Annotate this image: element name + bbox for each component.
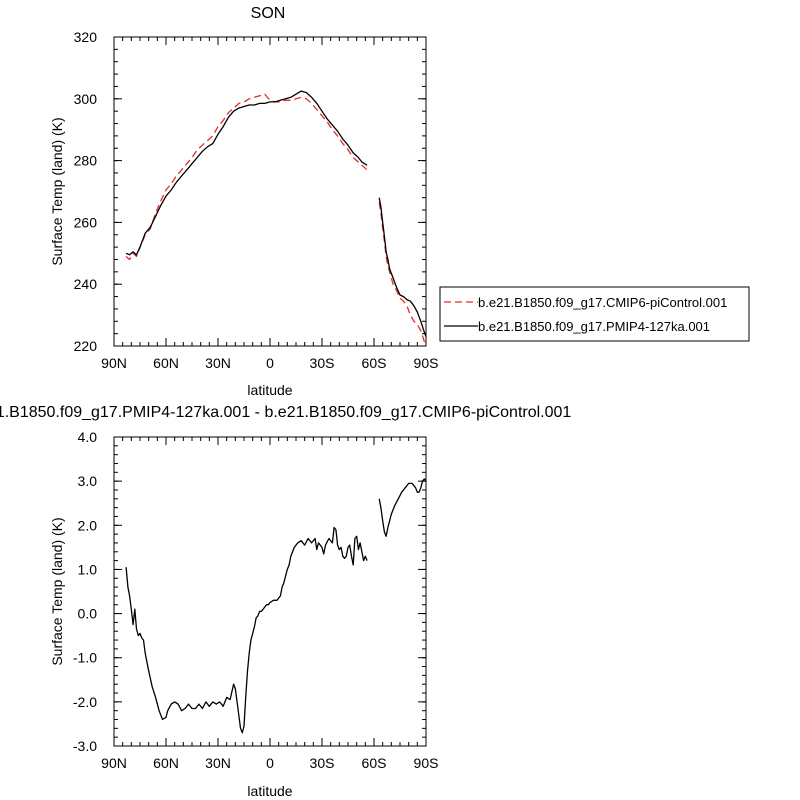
chart-title: SON xyxy=(251,5,286,22)
legend: b.e21.B1850.f09_g17.CMIP6-piControl.001b… xyxy=(439,286,750,342)
y-tick-label: 0.0 xyxy=(78,606,98,622)
x-tick-label: 30N xyxy=(205,755,231,771)
x-tick-label: 60N xyxy=(153,355,179,371)
series-line-1 xyxy=(125,90,368,256)
legend-label-0: b.e21.B1850.f09_g17.CMIP6-piControl.001 xyxy=(478,295,727,310)
x-tick-label: 0 xyxy=(266,355,274,371)
x-tick-label: 30N xyxy=(205,355,231,371)
chart-title: b.e21.B1850.f09_g17.PMIP4-127ka.001 - b.… xyxy=(0,404,571,421)
plot-frame xyxy=(113,436,427,747)
legend-box xyxy=(439,286,750,342)
y-tick-label: 260 xyxy=(74,214,98,230)
y-tick-label: 3.0 xyxy=(78,473,98,489)
y-tick-label: 300 xyxy=(74,91,98,107)
x-tick-label: 30S xyxy=(310,755,335,771)
x-axis-label: latitude xyxy=(247,783,292,799)
top-panel: 90N 60N 30N 0 30S 60S 90S 220 240 260 280 300 320 SON… xyxy=(49,5,750,398)
x-tick-label: 0 xyxy=(266,755,274,771)
y-axis-label: Surface Temp (land) (K) xyxy=(49,517,65,665)
y-tick-label: 320 xyxy=(74,29,98,45)
legend-label-1: b.e21.B1850.f09_g17.PMIP4-127ka.001 xyxy=(478,319,710,334)
y-tick-label: -2.0 xyxy=(73,694,97,710)
x-tick-label: 90N xyxy=(101,355,127,371)
y-axis-label: Surface Temp (land) (K) xyxy=(49,117,65,265)
x-tick-label: 90N xyxy=(101,755,127,771)
bottom-panel: 90N 60N 30N 0 30S 60S 90S -3.0 -2.0 -1.0 0.0 1.0 2.0… xyxy=(0,404,571,799)
x-tick-label: 60N xyxy=(153,755,179,771)
y-tick-label: 280 xyxy=(74,153,98,169)
series-line-0 xyxy=(378,478,427,537)
y-tick-label: 4.0 xyxy=(78,429,98,445)
x-tick-label: 60S xyxy=(362,355,387,371)
y-tick-label: -1.0 xyxy=(73,650,97,666)
y-tick-label: 1.0 xyxy=(78,561,98,577)
y-tick-label: 2.0 xyxy=(78,517,98,533)
x-tick-label: 90S xyxy=(414,755,439,771)
x-tick-label: 30S xyxy=(310,355,335,371)
x-tick-label: 90S xyxy=(414,355,439,371)
series-line-1 xyxy=(378,197,427,337)
y-tick-label: 240 xyxy=(74,276,98,292)
x-axis-label: latitude xyxy=(247,382,292,398)
y-tick-label: 220 xyxy=(74,338,98,354)
y-tick-label: -3.0 xyxy=(73,738,97,754)
x-tick-label: 60S xyxy=(362,755,387,771)
series-line-0 xyxy=(125,93,368,261)
series-line-0 xyxy=(378,202,427,347)
plot-frame xyxy=(113,36,427,347)
series-line-0 xyxy=(125,526,368,734)
